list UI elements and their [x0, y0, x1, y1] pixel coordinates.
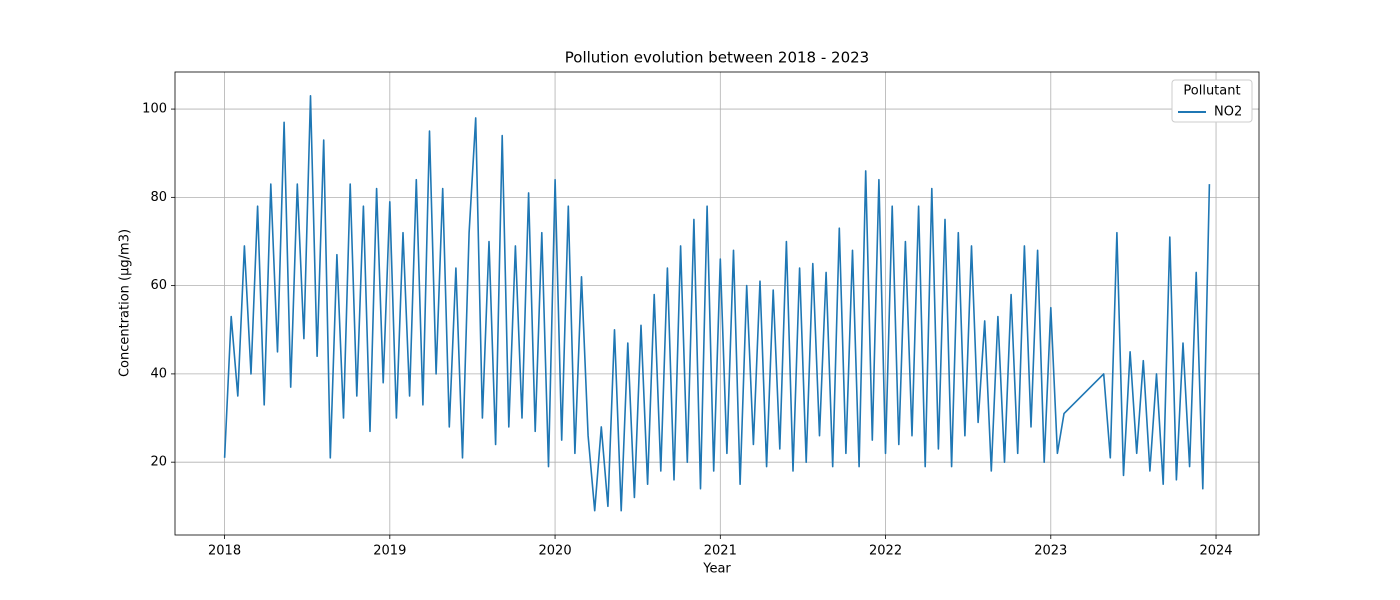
- chart-title: Pollution evolution between 2018 - 2023: [565, 49, 869, 67]
- legend-label: NO2: [1214, 105, 1242, 120]
- x-tick-label: 2023: [1034, 544, 1067, 559]
- y-tick-label: 40: [150, 366, 167, 381]
- x-tick-label: 2019: [373, 544, 406, 559]
- x-tick-label: 2021: [704, 544, 737, 559]
- x-tick-label: 2018: [208, 544, 241, 559]
- plot-frame: [174, 71, 1260, 536]
- x-axis-label: Year: [702, 562, 731, 577]
- legend-title: Pollutant: [1183, 84, 1240, 99]
- y-tick-label: 100: [142, 102, 167, 117]
- x-tick-label: 2024: [1199, 544, 1232, 559]
- x-tick-label: 2020: [539, 544, 572, 559]
- y-tick-label: 80: [150, 190, 167, 205]
- data-line: [223, 95, 1211, 512]
- y-axis-label: Concentration (µg/m3): [118, 229, 133, 377]
- x-tick-label: 2022: [869, 544, 902, 559]
- y-tick-label: 20: [150, 455, 167, 470]
- y-tick-label: 60: [150, 278, 167, 293]
